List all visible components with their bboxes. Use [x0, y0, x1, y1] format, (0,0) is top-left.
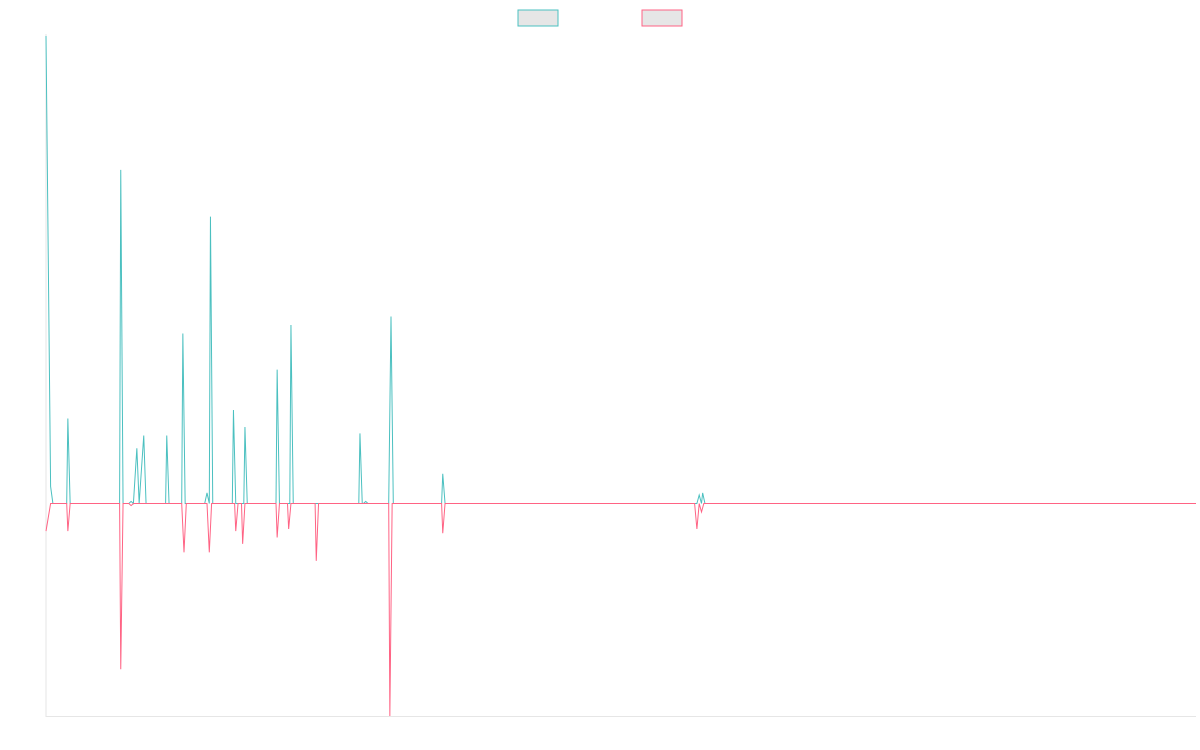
legend-swatch-1[interactable]: [517, 9, 559, 27]
legend-swatch-2[interactable]: [641, 9, 683, 27]
series-layer: [45, 35, 1196, 717]
series-line-1: [45, 35, 1196, 505]
series-line-2: [45, 503, 1196, 717]
legend: [517, 9, 683, 27]
